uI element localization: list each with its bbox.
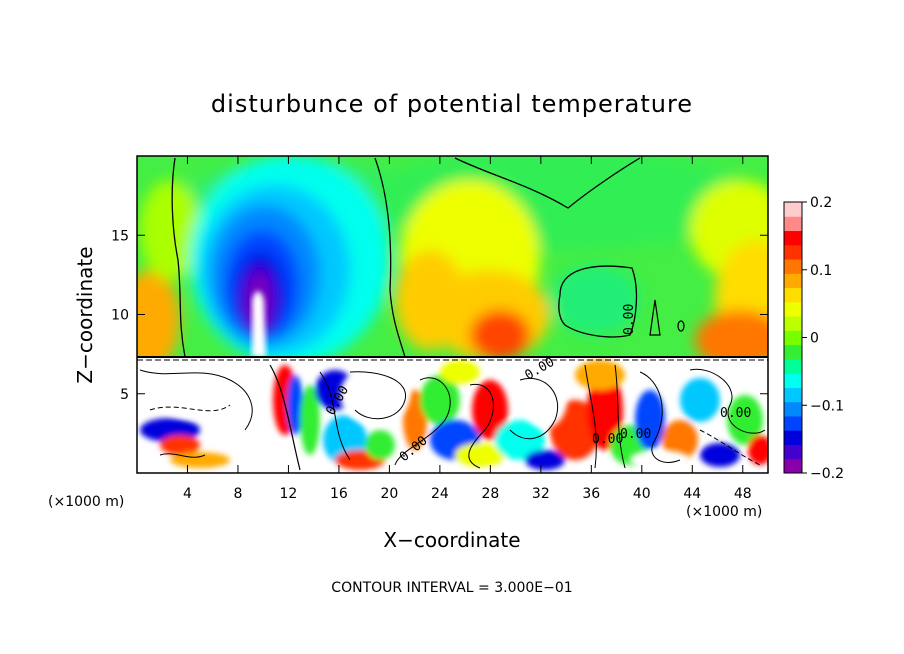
y-tick-label: 5: [120, 387, 129, 403]
contour-label: 0.00: [620, 427, 651, 442]
colorbar-swatch: [784, 230, 802, 246]
colorbar-swatch: [784, 330, 802, 346]
colorbar-swatch: [784, 259, 802, 274]
colorbar-tick-label: −0.1: [810, 398, 844, 414]
colorbar-swatch: [784, 287, 802, 303]
x-tick-label: 24: [431, 486, 449, 502]
colorbar-swatch: [784, 430, 802, 445]
x-tick-label: 20: [380, 486, 398, 502]
x-tick-label: 32: [532, 486, 550, 502]
colorbar-tick-label: 0: [810, 331, 819, 347]
x-tick-label: 12: [280, 486, 298, 502]
x-tick-label: 40: [633, 486, 651, 502]
colorbar-tick-label: 0.2: [810, 195, 832, 211]
colorbar-swatch: [784, 458, 802, 474]
colorbar-ticks: 0.2 0.1 0 −0.1 −0.2: [802, 195, 844, 482]
colorbar-tick-label: 0.1: [810, 263, 832, 279]
y-tick-label: 10: [111, 308, 129, 324]
x-tick-label: 44: [683, 486, 701, 502]
contour-label: 0.00: [720, 406, 751, 421]
colorbar-swatch: [784, 301, 802, 317]
colorbar-tick-label: −0.2: [810, 466, 844, 482]
x-tick-label: 48: [734, 486, 752, 502]
colorbar-swatch: [784, 344, 802, 360]
colorbar-swatch: [784, 216, 802, 232]
colorbar-swatch: [784, 373, 802, 388]
y-tick-label: 15: [111, 228, 129, 244]
x-unit-label-left: (×1000 m): [48, 494, 124, 510]
x-axis-label: X−coordinate: [383, 528, 520, 552]
colorbar-swatch: [784, 273, 802, 289]
y-axis-label: Z−coordinate: [73, 246, 97, 383]
x-unit-label-right: (×1000 m): [686, 504, 762, 520]
x-tick-label: 4: [183, 486, 192, 502]
colorbar: [783, 201, 803, 474]
colorbar-swatch: [784, 387, 802, 403]
contour-label: 0.00: [592, 432, 623, 447]
x-axis: 4 8 12 16 20 24 28 32 36 40 44 48: [183, 156, 752, 502]
colorbar-swatch: [784, 358, 802, 374]
colorbar-swatch: [784, 415, 802, 431]
colorbar-swatch: [784, 202, 802, 217]
x-tick-label: 36: [582, 486, 600, 502]
x-tick-label: 28: [481, 486, 499, 502]
colorbar-swatch: [784, 244, 802, 260]
colorbar-swatch: [784, 444, 802, 460]
lower-field: [137, 357, 768, 473]
contour-interval-note: CONTOUR INTERVAL = 3.000E−01: [331, 580, 572, 596]
x-tick-label: 16: [330, 486, 348, 502]
colorbar-swatch: [784, 401, 802, 417]
contour-label: 0.00: [622, 304, 637, 335]
chart-title: disturbunce of potential temperature: [211, 90, 693, 118]
colorbar-swatch: [784, 316, 802, 331]
upper-field: [137, 156, 768, 357]
x-tick-label: 8: [233, 486, 242, 502]
y-axis: 5 10 15: [111, 228, 768, 403]
